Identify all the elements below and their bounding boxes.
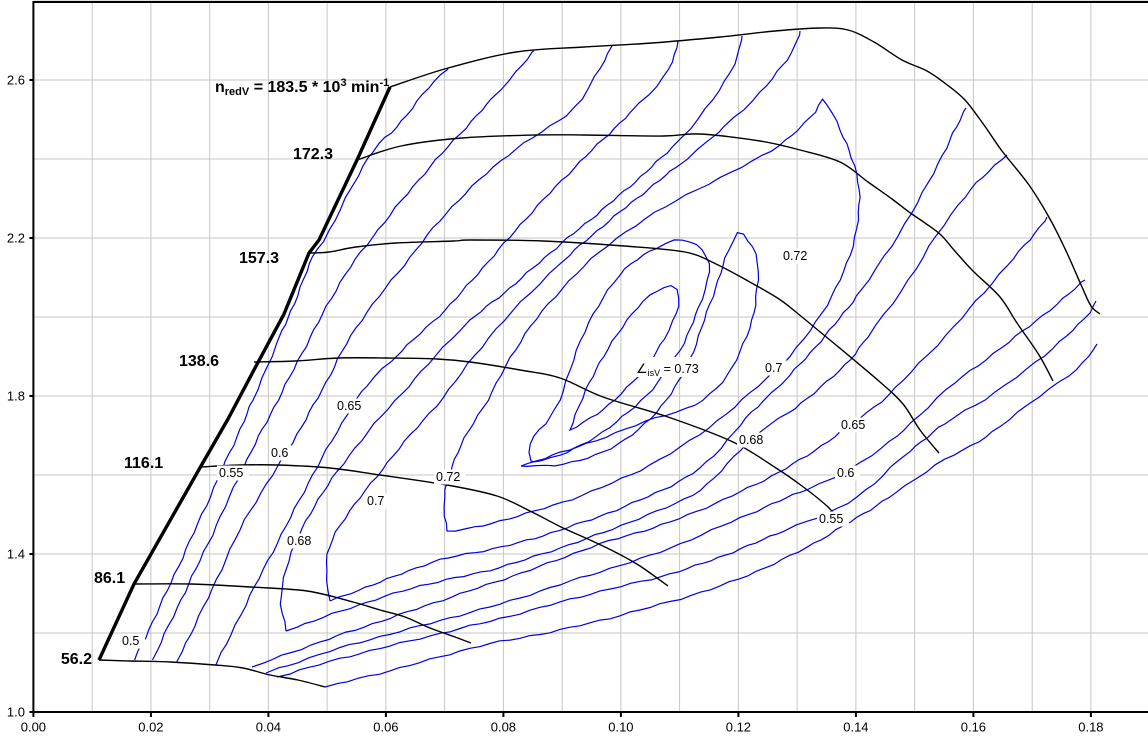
svg-text:0.55: 0.55 bbox=[819, 512, 843, 526]
svg-text:0.68: 0.68 bbox=[739, 433, 763, 447]
svg-text:0.6: 0.6 bbox=[271, 446, 288, 460]
svg-text:0.7: 0.7 bbox=[765, 361, 782, 375]
svg-text:2.2: 2.2 bbox=[7, 231, 25, 246]
svg-text:172.3: 172.3 bbox=[293, 146, 333, 163]
svg-text:0.6: 0.6 bbox=[837, 466, 854, 480]
svg-text:0.7: 0.7 bbox=[367, 494, 384, 508]
svg-text:56.2: 56.2 bbox=[61, 651, 92, 668]
svg-text:86.1: 86.1 bbox=[94, 570, 125, 587]
svg-text:0.12: 0.12 bbox=[726, 720, 751, 735]
svg-text:0.14: 0.14 bbox=[843, 720, 868, 735]
svg-text:0.06: 0.06 bbox=[373, 720, 398, 735]
svg-text:1.0: 1.0 bbox=[7, 705, 25, 720]
svg-text:0.72: 0.72 bbox=[436, 470, 460, 484]
svg-text:0.10: 0.10 bbox=[608, 720, 633, 735]
svg-text:116.1: 116.1 bbox=[124, 455, 163, 472]
svg-text:1.8: 1.8 bbox=[7, 389, 25, 404]
svg-text:1.4: 1.4 bbox=[7, 547, 25, 562]
svg-text:157.3: 157.3 bbox=[239, 250, 279, 267]
svg-text:0.00: 0.00 bbox=[21, 720, 46, 735]
svg-text:nredV = 183.5 * 103 min-1: nredV = 183.5 * 103 min-1 bbox=[215, 77, 389, 98]
svg-text:0.02: 0.02 bbox=[138, 720, 163, 735]
svg-text:∠isV = 0.73: ∠isV = 0.73 bbox=[636, 361, 699, 378]
svg-text:0.65: 0.65 bbox=[337, 399, 361, 413]
svg-text:0.18: 0.18 bbox=[1078, 720, 1103, 735]
svg-text:0.72: 0.72 bbox=[783, 249, 807, 263]
svg-text:0.68: 0.68 bbox=[287, 534, 311, 548]
svg-text:0.55: 0.55 bbox=[219, 466, 243, 480]
svg-text:0.08: 0.08 bbox=[491, 720, 516, 735]
svg-text:0.5: 0.5 bbox=[122, 634, 139, 648]
svg-text:2.6: 2.6 bbox=[7, 73, 25, 88]
svg-text:0.65: 0.65 bbox=[841, 418, 865, 432]
svg-text:0.04: 0.04 bbox=[256, 720, 281, 735]
svg-text:0.16: 0.16 bbox=[961, 720, 986, 735]
svg-text:138.6: 138.6 bbox=[179, 353, 219, 370]
